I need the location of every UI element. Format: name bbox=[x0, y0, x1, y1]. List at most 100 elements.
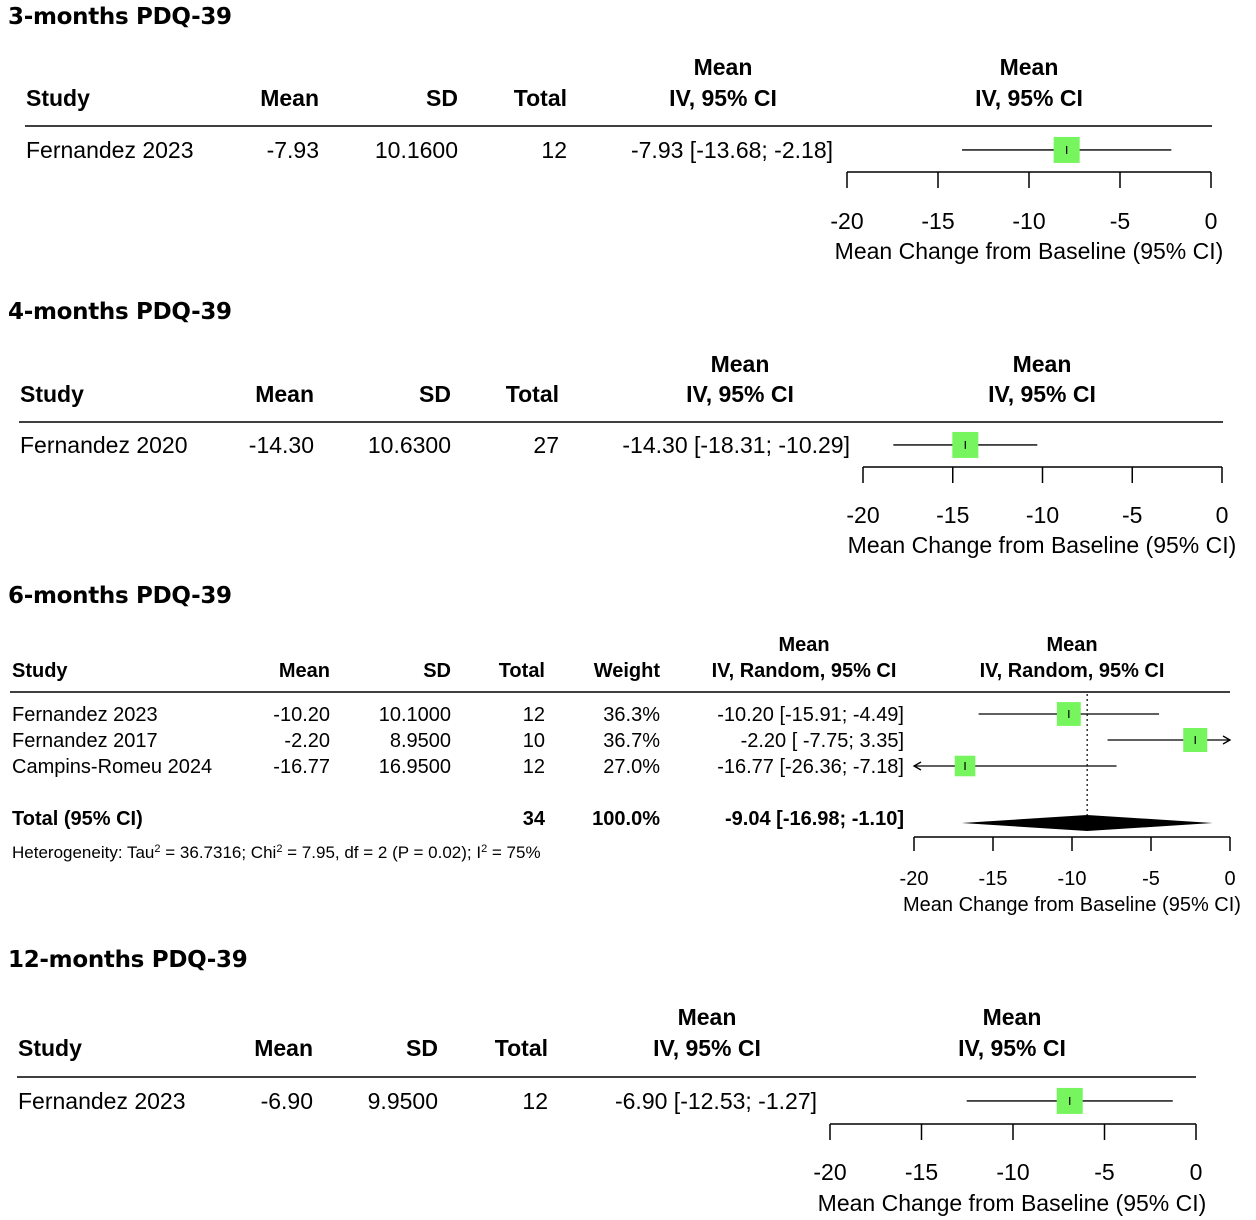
panel1-x-axis-label: Mean Change from Baseline (95% CI) bbox=[835, 238, 1224, 264]
panel4-x-tick-label: -10 bbox=[996, 1159, 1029, 1185]
panel4-header-plot-line1: Mean bbox=[983, 1004, 1042, 1030]
panel3-study-name: Fernandez 2023 bbox=[12, 704, 158, 726]
panel2-study-total: 27 bbox=[533, 432, 559, 458]
panel3-header-plot-line1: Mean bbox=[1046, 634, 1097, 656]
panel3-pooled-label: Total (95% CI) bbox=[12, 808, 143, 830]
panel3-study-total: 10 bbox=[523, 730, 545, 752]
panel3-x-tick-label: -15 bbox=[979, 868, 1008, 890]
panel3-header-sd: SD bbox=[423, 660, 451, 682]
panel3-study-weight: 27.0% bbox=[603, 756, 660, 778]
panel2-header-study: Study bbox=[20, 381, 84, 407]
panel3-x-tick-label: -5 bbox=[1142, 868, 1160, 890]
panel4-x-axis-label: Mean Change from Baseline (95% CI) bbox=[818, 1190, 1207, 1216]
panel2-x-tick-label: -20 bbox=[846, 502, 879, 528]
panel3-study-mean: -16.77 bbox=[273, 756, 330, 778]
panel1-header-plot-line1: Mean bbox=[1000, 54, 1059, 80]
panel2-header-total: Total bbox=[506, 381, 559, 407]
panel4-study-name: Fernandez 2023 bbox=[18, 1088, 186, 1114]
panel1-study-ci-text: -7.93 [-13.68; -2.18] bbox=[631, 137, 833, 163]
panel3-study-name: Campins-Romeu 2024 bbox=[12, 756, 212, 778]
panel2-header-plot-line2: IV, 95% CI bbox=[988, 381, 1096, 407]
panel3-study-sd: 10.1000 bbox=[379, 704, 451, 726]
panel2-x-tick-label: -15 bbox=[936, 502, 969, 528]
panel4-header-study: Study bbox=[18, 1035, 82, 1061]
panel4-header-mean: Mean bbox=[254, 1035, 313, 1061]
panel3-study-name: Fernandez 2017 bbox=[12, 730, 158, 752]
panel2-x-axis-label: Mean Change from Baseline (95% CI) bbox=[848, 532, 1237, 558]
panel3-header-total: Total bbox=[499, 660, 545, 682]
panel4-header-sd: SD bbox=[406, 1035, 438, 1061]
panel3-study-mean: -10.20 bbox=[273, 704, 330, 726]
panel4-study-ci-text: -6.90 [-12.53; -1.27] bbox=[615, 1088, 817, 1114]
panel1-header-sd: SD bbox=[426, 85, 458, 111]
panel3-header-mean: Mean bbox=[279, 660, 330, 682]
panel1-x-tick-label: -10 bbox=[1012, 208, 1045, 234]
panel3-study-ci-text: -2.20 [ -7.75; 3.35] bbox=[741, 730, 904, 752]
panel3-pooled-diamond bbox=[961, 815, 1213, 831]
panel3-pooled-total: 34 bbox=[523, 808, 546, 830]
panel3-study-total: 12 bbox=[523, 704, 545, 726]
panel4-header-ci-line1: Mean bbox=[678, 1004, 737, 1030]
panel1-x-tick-label: -15 bbox=[921, 208, 954, 234]
panel2-study-sd: 10.6300 bbox=[368, 432, 451, 458]
panel4-x-tick-label: -15 bbox=[905, 1159, 938, 1185]
section-title-4-months: 4-months PDQ-39 bbox=[8, 299, 232, 325]
panel4-header-plot-line2: IV, 95% CI bbox=[958, 1035, 1066, 1061]
panel2-study-name: Fernandez 2020 bbox=[20, 432, 188, 458]
panel1-x-tick-label: 0 bbox=[1205, 208, 1218, 234]
panel3-header-weight: Weight bbox=[594, 660, 661, 682]
section-title-6-months: 6-months PDQ-39 bbox=[8, 583, 232, 609]
panel1-header-plot-line2: IV, 95% CI bbox=[975, 85, 1083, 111]
panel4-study-mean: -6.90 bbox=[261, 1088, 313, 1114]
panel1-header-ci-line2: IV, 95% CI bbox=[669, 85, 777, 111]
panel2-x-tick-label: 0 bbox=[1216, 502, 1229, 528]
panel3-header-study: Study bbox=[12, 660, 68, 682]
panel4-header-total: Total bbox=[495, 1035, 548, 1061]
panel1-header-ci-line1: Mean bbox=[694, 54, 753, 80]
panel2-header-mean: Mean bbox=[255, 381, 314, 407]
panel3-study-weight: 36.3% bbox=[603, 704, 660, 726]
panel2-header-ci-line1: Mean bbox=[711, 351, 770, 377]
panel1-study-total: 12 bbox=[541, 137, 567, 163]
section-title-12-months: 12-months PDQ-39 bbox=[8, 947, 248, 973]
panel1-study-name: Fernandez 2023 bbox=[26, 137, 194, 163]
panel2-x-tick-label: -10 bbox=[1026, 502, 1059, 528]
panel4-study-total: 12 bbox=[522, 1088, 548, 1114]
panel3-study-sd: 16.9500 bbox=[379, 756, 451, 778]
panel1-study-mean: -7.93 bbox=[267, 137, 319, 163]
panel3-ci-arrow-left bbox=[912, 761, 922, 771]
panel3-x-tick-label: -10 bbox=[1058, 868, 1087, 890]
panel3-x-tick-label: -20 bbox=[900, 868, 929, 890]
panel1-study-sd: 10.1600 bbox=[375, 137, 458, 163]
panel2-study-ci-text: -14.30 [-18.31; -10.29] bbox=[622, 432, 850, 458]
panel3-pooled-ci-text: -9.04 [-16.98; -1.10] bbox=[725, 808, 904, 830]
panel3-study-sd: 8.9500 bbox=[390, 730, 451, 752]
panel1-x-tick-label: -20 bbox=[830, 208, 863, 234]
panel3-header-ci-line1: Mean bbox=[778, 634, 829, 656]
panel3-x-tick-label: 0 bbox=[1224, 868, 1235, 890]
panel3-study-total: 12 bbox=[523, 756, 545, 778]
panel3-header-plot-line2: IV, Random, 95% CI bbox=[980, 660, 1165, 682]
panel3-heterogeneity-text: Heterogeneity: Tau2 = 36.7316; Chi2 = 7.… bbox=[12, 843, 541, 862]
panel4-x-tick-label: -20 bbox=[813, 1159, 846, 1185]
panel3-study-mean: -2.20 bbox=[284, 730, 330, 752]
panel2-x-tick-label: -5 bbox=[1122, 502, 1142, 528]
panel3-x-axis-label: Mean Change from Baseline (95% CI) bbox=[903, 894, 1241, 916]
panel3-pooled-weight: 100.0% bbox=[592, 808, 660, 830]
panel3-study-ci-text: -16.77 [-26.36; -7.18] bbox=[717, 756, 904, 778]
panel3-study-weight: 36.7% bbox=[603, 730, 660, 752]
panel4-x-tick-label: -5 bbox=[1094, 1159, 1114, 1185]
panel3-header-ci-line2: IV, Random, 95% CI bbox=[712, 660, 897, 682]
panel2-study-mean: -14.30 bbox=[249, 432, 314, 458]
panel3-study-ci-text: -10.20 [-15.91; -4.49] bbox=[717, 704, 904, 726]
panel2-header-sd: SD bbox=[419, 381, 451, 407]
panel2-header-ci-line2: IV, 95% CI bbox=[686, 381, 794, 407]
panel4-x-tick-label: 0 bbox=[1190, 1159, 1203, 1185]
panel2-header-plot-line1: Mean bbox=[1013, 351, 1072, 377]
section-title-3-months: 3-months PDQ-39 bbox=[8, 4, 232, 30]
panel4-header-ci-line2: IV, 95% CI bbox=[653, 1035, 761, 1061]
panel4-study-sd: 9.9500 bbox=[368, 1088, 438, 1114]
panel1-header-mean: Mean bbox=[260, 85, 319, 111]
panel1-header-study: Study bbox=[26, 85, 90, 111]
